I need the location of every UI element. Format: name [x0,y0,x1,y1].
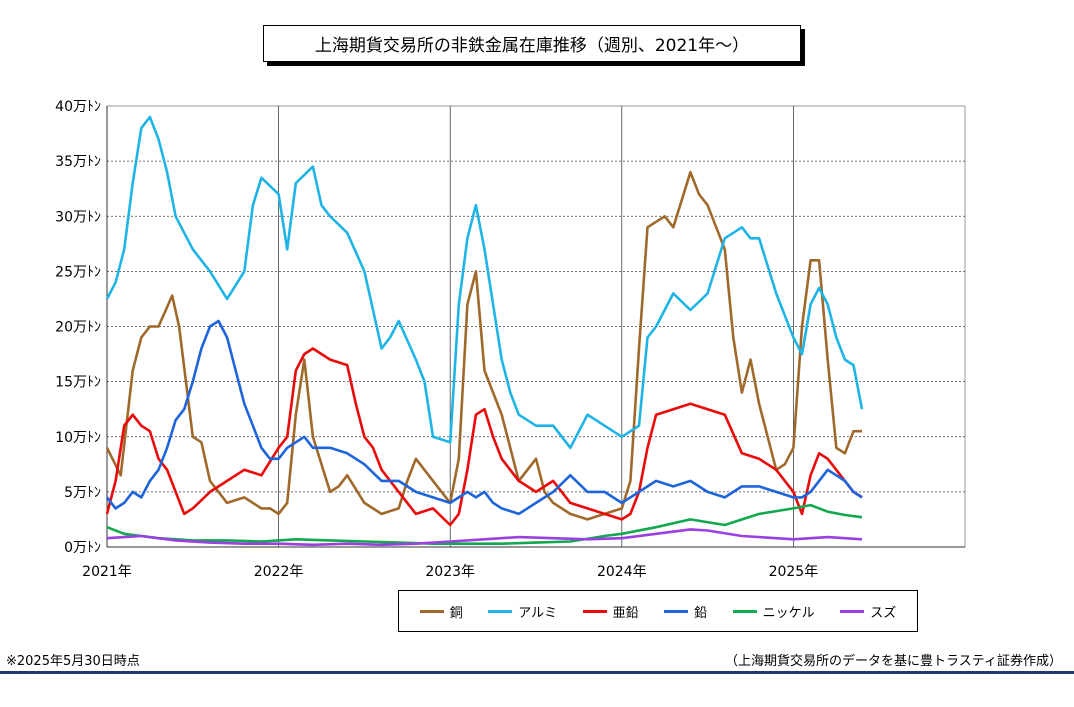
legend-label: ニッケル [762,605,815,621]
y-tick-label: 5万ﾄﾝ [64,485,101,501]
bottom-rule [0,671,1074,674]
legend-label: 銅 [449,605,463,621]
source-note: （上海期貨交易所のデータを基に豊トラスティ証券作成） [725,654,1062,669]
legend-swatch [732,609,757,613]
legend-label: 亜鉛 [612,605,639,621]
legend-item: アルミ [488,602,557,621]
legend-swatch [664,609,689,613]
y-tick-label: 30万ﾄﾝ [55,209,101,225]
legend-item: 亜鉛 [582,602,639,621]
legend-swatch [419,609,444,613]
series-line-スズ [106,528,863,547]
axes: 0万ﾄﾝ 5万ﾄﾝ 10万ﾄﾝ 15万ﾄﾝ 20万ﾄﾝ 25万ﾄﾝ 30万ﾄﾝ 35万ﾄﾝ 40… [55,99,965,580]
legend: 銅 アルミ 亜鉛 鉛 ニッケル スズ [398,590,918,632]
legend-swatch [840,609,865,613]
series-line-亜鉛 [105,347,863,527]
date-note: ※2025年5月30日時点 [6,654,140,669]
legend-label: スズ [870,605,897,621]
y-tick-label: 35万ﾄﾝ [55,154,101,170]
legend-label: 鉛 [694,605,708,621]
y-tick-label: 20万ﾄﾝ [55,320,101,336]
y-tick-label: 25万ﾄﾝ [55,264,101,280]
x-tick-label: 2022年 [254,564,304,580]
series-lines [105,115,864,547]
legend-label: アルミ [518,605,558,621]
x-tick-label: 2025年 [769,564,819,580]
series-line-アルミ [105,115,864,450]
grid [106,105,966,548]
legend-item: 鉛 [664,602,707,621]
chart-title-text: 上海期貨交易所の非鉄金属在庫推移（週別、2021年～） [314,36,750,56]
y-tick-label: 15万ﾄﾝ [55,375,101,391]
legend-item: ニッケル [732,602,815,621]
legend-item: 銅 [419,602,463,621]
x-tick-label: 2023年 [425,564,475,580]
y-tick-label: 10万ﾄﾝ [55,430,101,446]
legend-swatch [488,609,513,613]
legend-swatch [582,609,607,613]
legend-item: スズ [840,602,896,621]
series-line-ニッケル [106,503,863,546]
chart-title: 上海期貨交易所の非鉄金属在庫推移（週別、2021年～） [263,25,801,62]
y-tick-label: 40万ﾄﾝ [55,99,101,115]
x-tick-label: 2021年 [82,564,132,580]
series-line-銅 [105,170,862,521]
series-line-鉛 [105,319,863,516]
y-tick-label: 0万ﾄﾝ [64,540,101,556]
x-tick-label: 2024年 [597,564,647,580]
